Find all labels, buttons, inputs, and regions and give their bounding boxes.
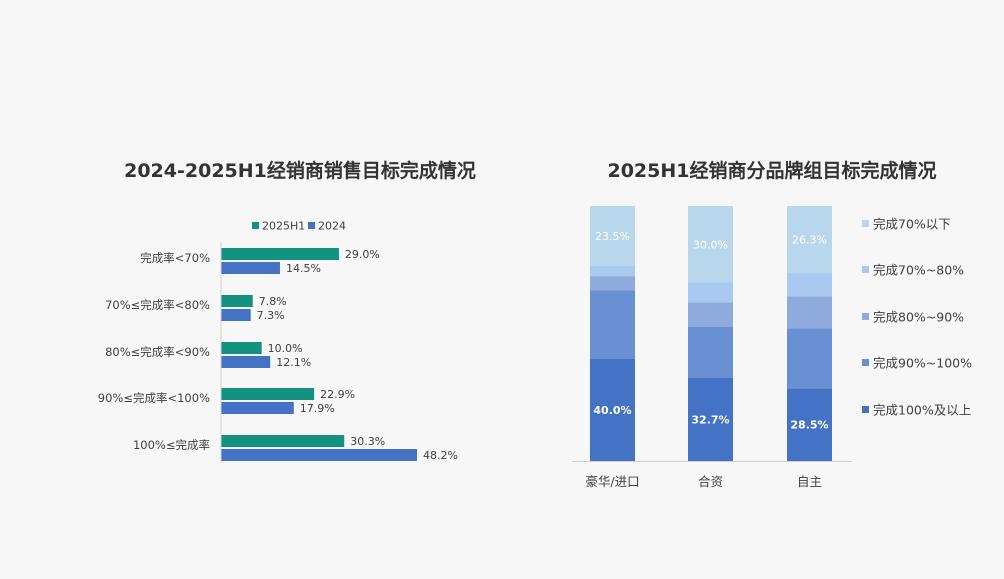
- category-label: 90%≤完成率<100%: [98, 391, 210, 405]
- stack-legend-label: 完成80%~90%: [873, 310, 964, 325]
- bar-2025H1: [221, 248, 339, 260]
- x-category-label: 自主: [797, 474, 822, 489]
- stack-legend-label: 完成100%及以上: [873, 403, 971, 418]
- legend-label-2025H1: 2025H1: [262, 220, 305, 233]
- stack-segment-完成70%~80%: [787, 273, 832, 297]
- stack-legend-label: 完成70%以下: [873, 217, 951, 232]
- stack-segment-完成70%~80%: [688, 282, 733, 303]
- category-label: 70%≤完成率<80%: [105, 298, 210, 312]
- stack-segment-完成70%以下: [787, 206, 832, 274]
- bar-2025H1: [221, 435, 345, 447]
- stack-legend-swatch: [862, 406, 869, 413]
- stack-legend-label: 完成70%~80%: [873, 263, 964, 278]
- stack-legend-swatch: [862, 266, 869, 273]
- stack-segment-完成100%及以上: [590, 359, 635, 461]
- stack-legend-label: 完成90%~100%: [873, 356, 972, 371]
- dealer-target-bar-chart: 2024-2025H1经销商销售目标完成情况 2025H1 2024 完成率<70% 2…: [98, 159, 476, 463]
- bar-value-label: 7.3%: [257, 309, 285, 322]
- bar-2025H1: [221, 295, 253, 307]
- stack-segment-完成80%~90%: [688, 302, 733, 327]
- stack-segment-完成90%~100%: [787, 328, 832, 389]
- category-label: 80%≤完成率<90%: [105, 345, 210, 359]
- bar-value-label: 17.9%: [300, 402, 335, 415]
- bar-value-label: 12.1%: [276, 356, 311, 369]
- bar-2025H1: [221, 342, 262, 354]
- bar-2024: [221, 262, 280, 274]
- stack-segment-完成70%~80%: [590, 265, 635, 277]
- legend-swatch-2024: [308, 222, 315, 229]
- stack-legend-swatch: [862, 359, 869, 366]
- bar-value-label: 48.2%: [423, 449, 458, 462]
- stack-segment-完成100%及以上: [688, 377, 733, 461]
- legend-label-2024: 2024: [318, 220, 346, 233]
- stack-segment-完成70%以下: [688, 206, 733, 283]
- category-label: 100%≤完成率: [133, 438, 210, 452]
- bar-value-label: 10.0%: [268, 342, 303, 355]
- segment-value-label: 30.0%: [693, 238, 728, 251]
- x-category-label: 合资: [698, 474, 723, 489]
- bar-value-label: 7.8%: [259, 295, 287, 308]
- segment-value-label: 32.7%: [691, 413, 729, 426]
- segment-value-label: 26.3%: [792, 234, 827, 247]
- segment-value-label: 23.5%: [595, 230, 630, 243]
- stack-segment-完成80%~90%: [787, 296, 832, 329]
- stack-segment-完成90%~100%: [590, 290, 635, 359]
- bar-2024: [221, 309, 251, 321]
- left-chart-title: 2024-2025H1经销商销售目标完成情况: [124, 159, 476, 182]
- legend-swatch-2025H1: [252, 222, 259, 229]
- brand-group-stacked-chart: 2025H1经销商分品牌组目标完成情况 40.0% 23.5% 豪华/进口 32.7% 3…: [572, 159, 972, 489]
- bar-2024: [221, 356, 271, 368]
- category-label: 完成率<70%: [140, 251, 210, 265]
- stack-segment-完成90%~100%: [688, 326, 733, 378]
- bar-value-label: 29.0%: [345, 248, 380, 261]
- stack-legend-swatch: [862, 220, 869, 227]
- segment-value-label: 40.0%: [593, 404, 631, 417]
- bar-value-label: 22.9%: [320, 388, 355, 401]
- stack-segment-完成100%及以上: [787, 388, 832, 461]
- bar-value-label: 30.3%: [350, 435, 385, 448]
- stack-segment-完成70%以下: [590, 206, 635, 266]
- bar-value-label: 14.5%: [286, 262, 321, 275]
- stack-legend-swatch: [862, 313, 869, 320]
- bar-2025H1: [221, 388, 315, 400]
- segment-value-label: 28.5%: [790, 419, 828, 432]
- stack-segment-完成80%~90%: [590, 276, 635, 291]
- x-category-label: 豪华/进口: [585, 474, 639, 489]
- bar-2024: [221, 402, 294, 414]
- right-chart-title: 2025H1经销商分品牌组目标完成情况: [607, 159, 936, 182]
- bar-2024: [221, 449, 417, 461]
